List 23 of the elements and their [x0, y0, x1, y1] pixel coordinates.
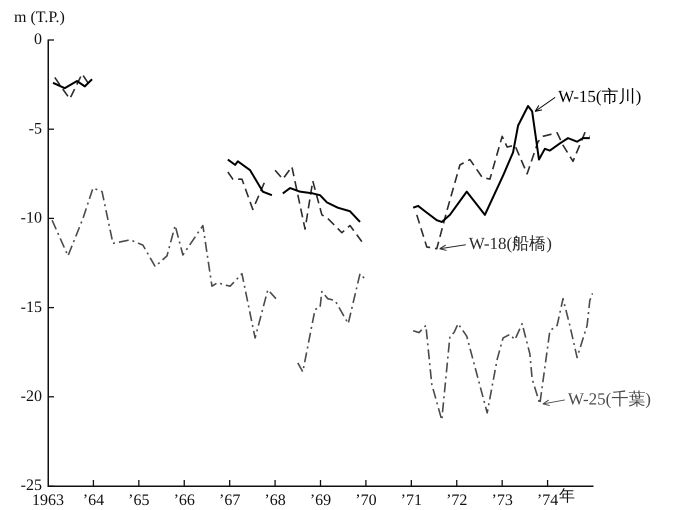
x-tick-label: ’66	[174, 492, 195, 509]
x-tick-label: ’73	[492, 492, 513, 509]
y-tick-label: -25	[20, 477, 42, 494]
y-tick-label: -10	[20, 210, 42, 227]
x-tick-label: ’69	[310, 492, 332, 509]
y-tick-label: -15	[20, 298, 42, 316]
y-tick-label: 0	[34, 31, 42, 48]
legend-label: W-15(市川)	[558, 86, 642, 106]
legend-label: W-18(船橋)	[468, 234, 552, 254]
legend-label: W-25(千葉)	[568, 389, 651, 408]
x-tick-label: ’72	[446, 492, 468, 509]
y-tick-label: -20	[20, 388, 42, 406]
x-tick-label: ’68	[264, 492, 286, 509]
x-tick-label: ’70	[355, 492, 377, 509]
x-axis-title: 年	[559, 488, 576, 506]
x-tick-label: ’71	[400, 492, 422, 509]
x-tick-label: 1963	[32, 492, 64, 509]
x-tick-label: ’64	[82, 492, 104, 509]
x-tick-label: ’74	[536, 492, 558, 509]
x-tick-label: ’67	[219, 492, 240, 509]
y-axis-title: m (T.P.)	[14, 9, 65, 26]
x-tick-label: ’65	[128, 492, 150, 509]
y-tick-label: -5	[28, 120, 42, 138]
